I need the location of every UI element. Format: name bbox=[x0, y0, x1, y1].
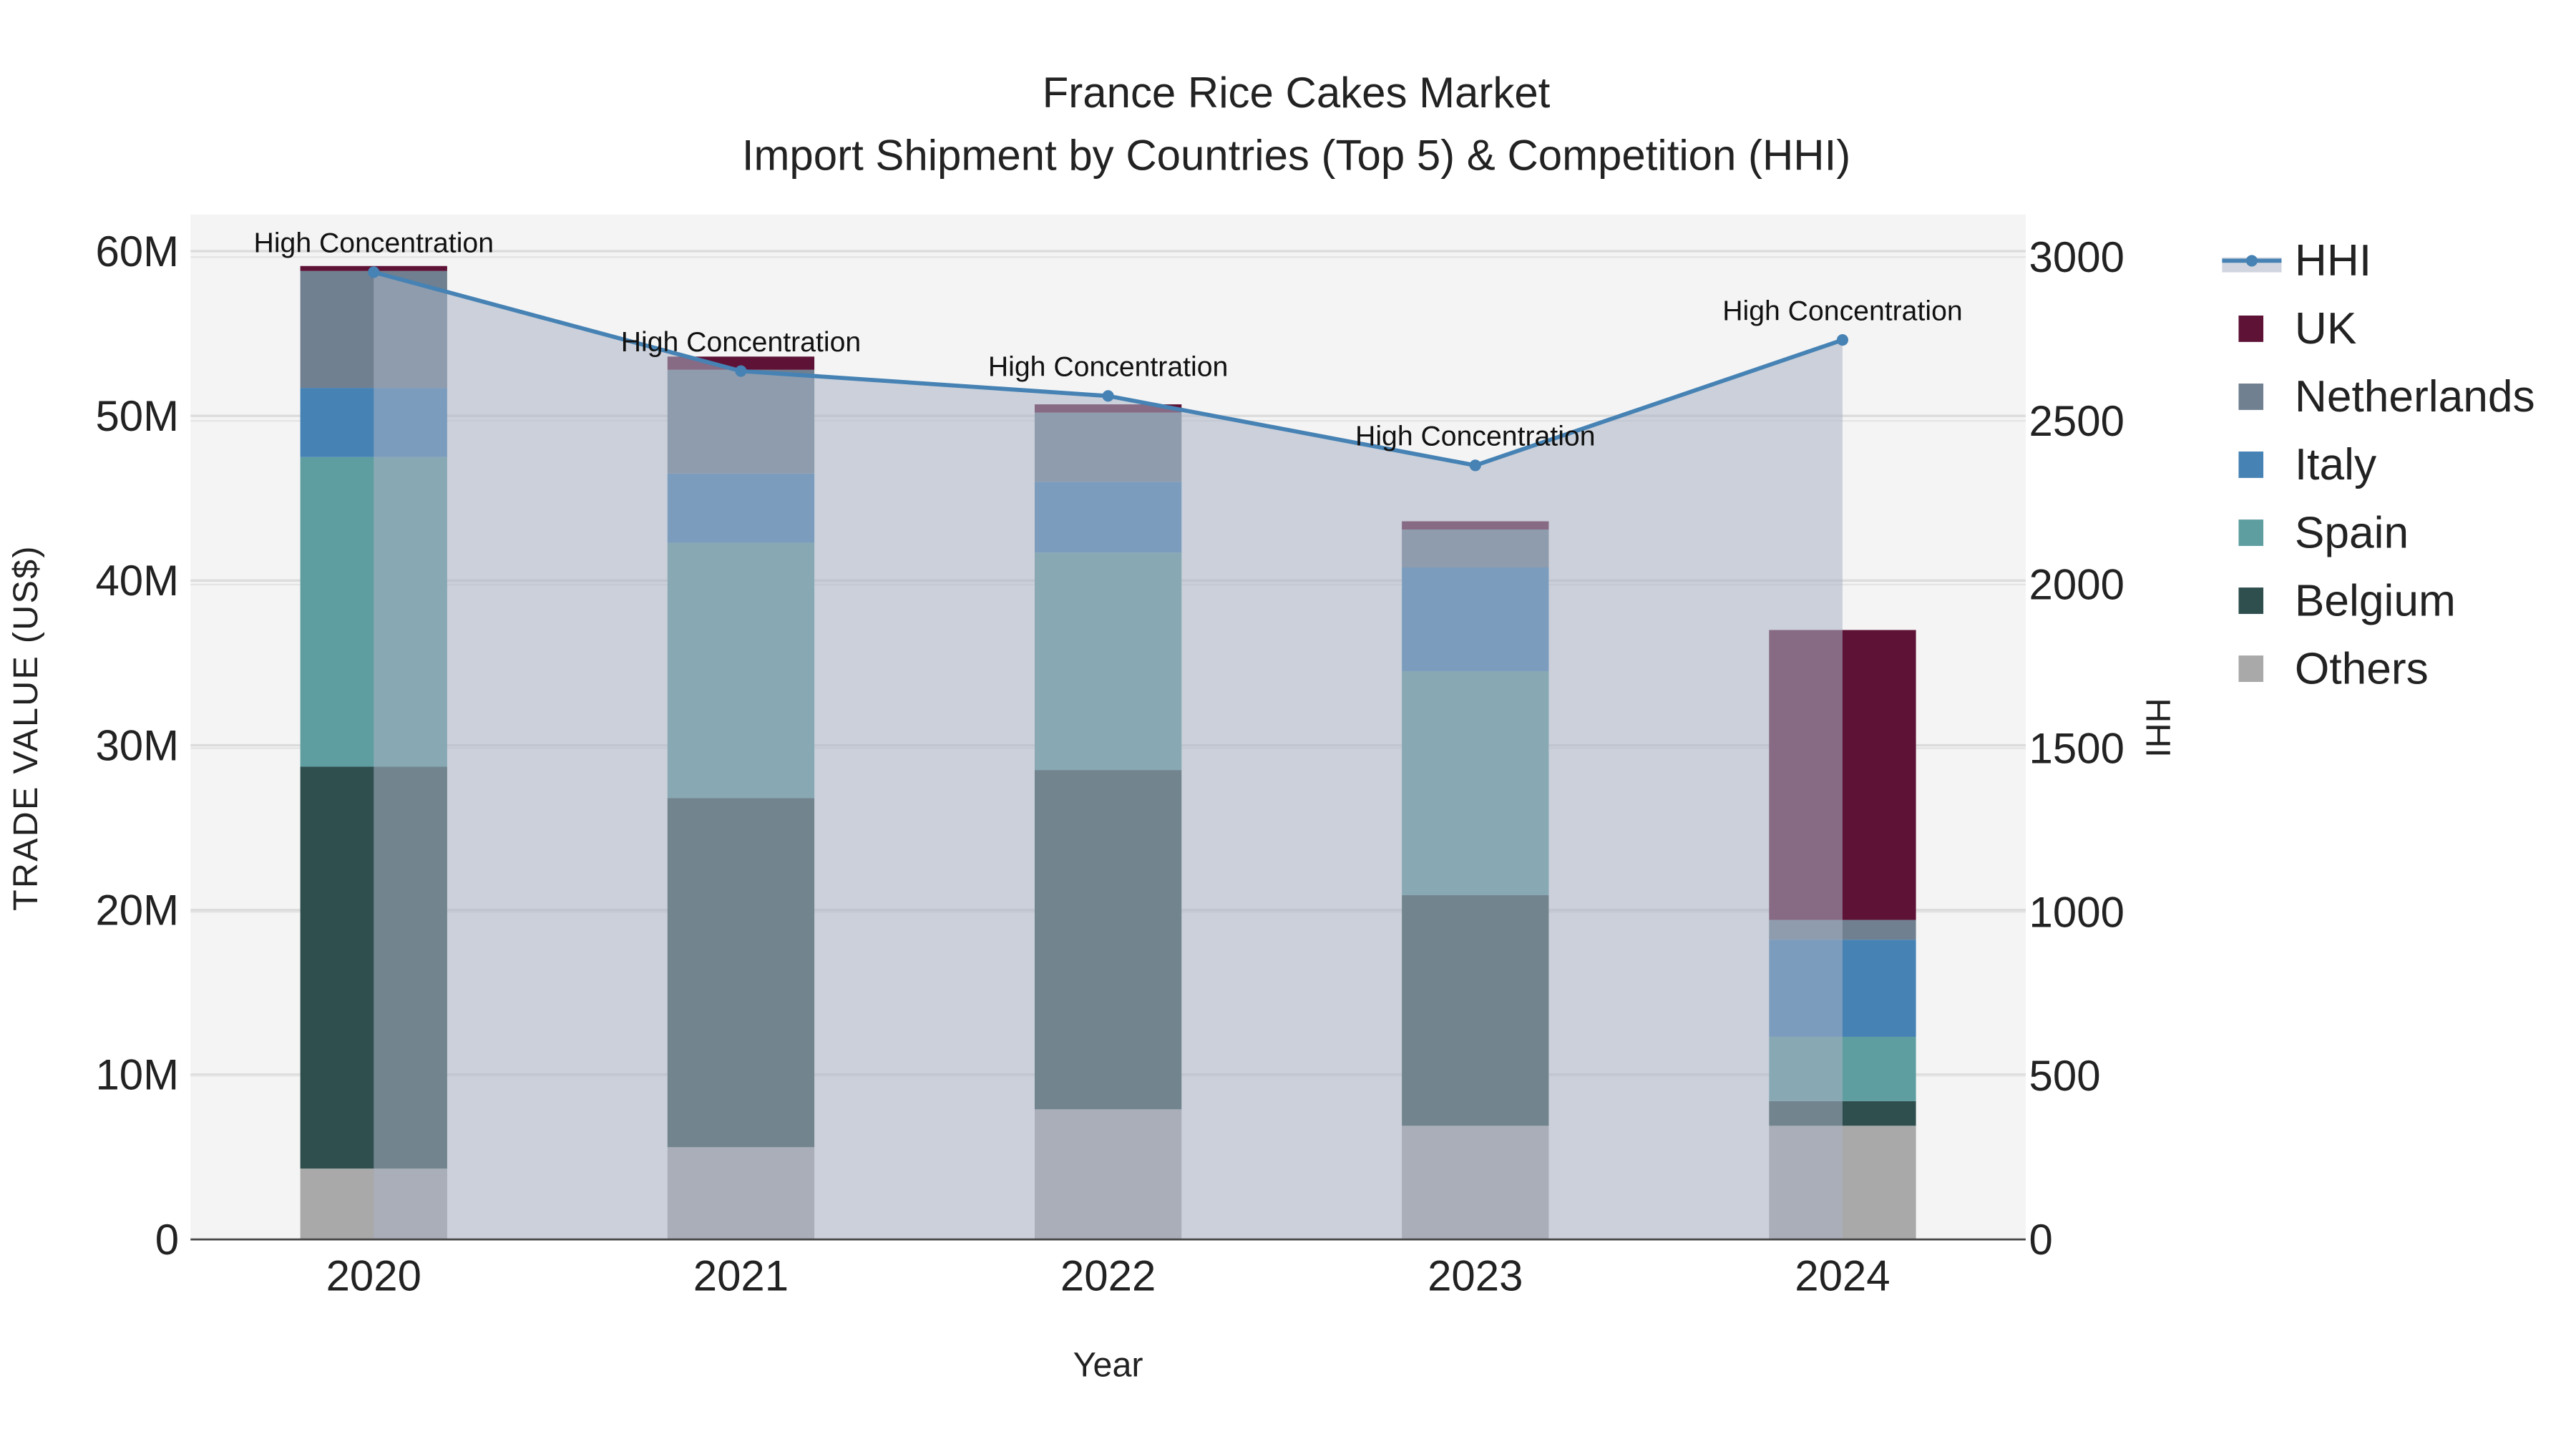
legend-item-spain[interactable]: Spain bbox=[2238, 508, 2409, 557]
hhi-point-2020[interactable] bbox=[368, 266, 380, 278]
y-tick-label: 10M bbox=[95, 1051, 179, 1099]
hhi-point-2021[interactable] bbox=[735, 365, 747, 377]
legend-label: Others bbox=[2295, 644, 2429, 693]
y2-tick-label: 3000 bbox=[2029, 233, 2124, 281]
y-tick-label: 40M bbox=[95, 557, 179, 605]
legend-item-italy[interactable]: Italy bbox=[2238, 440, 2377, 489]
y2-tick-label: 0 bbox=[2029, 1216, 2053, 1264]
legend-swatch bbox=[2238, 315, 2264, 342]
y2-tick-label: 2500 bbox=[2029, 397, 2124, 445]
legend-item-belgium[interactable]: Belgium bbox=[2238, 576, 2456, 625]
legend-swatch bbox=[2238, 452, 2264, 478]
legend-swatch bbox=[2238, 587, 2264, 614]
y2-axis-label: HHI bbox=[2138, 698, 2177, 757]
legend-swatch bbox=[2238, 655, 2264, 682]
legend-swatch bbox=[2238, 384, 2264, 410]
hhi-point-2024[interactable] bbox=[1836, 334, 1849, 346]
hhi-point-2023[interactable] bbox=[1469, 459, 1481, 472]
legend-swatch bbox=[2238, 519, 2264, 546]
legend-item-netherlands[interactable]: Netherlands bbox=[2238, 372, 2535, 421]
x-tick-label: 2020 bbox=[326, 1252, 421, 1300]
y2-tick-label: 1500 bbox=[2029, 724, 2124, 772]
y-tick-label: 0 bbox=[155, 1216, 179, 1264]
legend-label: UK bbox=[2295, 304, 2357, 353]
legend-label: Belgium bbox=[2295, 576, 2456, 625]
hhi-annotation: High Concentration bbox=[988, 352, 1228, 383]
y-tick-label: 60M bbox=[95, 228, 179, 275]
hhi-annotation: High Concentration bbox=[1355, 421, 1595, 452]
y2-tick-label: 2000 bbox=[2029, 561, 2124, 609]
y2-tick-label: 500 bbox=[2029, 1052, 2101, 1100]
x-tick-label: 2022 bbox=[1060, 1252, 1156, 1300]
chart-title: France Rice Cakes Market bbox=[1043, 69, 1551, 117]
hhi-annotation: High Concentration bbox=[1722, 296, 1962, 326]
chart-subtitle: Import Shipment by Countries (Top 5) & C… bbox=[742, 132, 1850, 180]
legend-label: Italy bbox=[2295, 440, 2377, 489]
y-axis-label: TRADE VALUE (US$) bbox=[6, 545, 45, 911]
legend-marker bbox=[2245, 255, 2258, 267]
x-axis-label: Year bbox=[1073, 1346, 1143, 1385]
hhi-area bbox=[374, 272, 1843, 1240]
legend-item-hhi[interactable]: HHI bbox=[2222, 236, 2371, 286]
legend-label: Spain bbox=[2295, 508, 2409, 557]
legend-label: Netherlands bbox=[2295, 372, 2535, 421]
y-tick-label: 30M bbox=[95, 721, 179, 769]
hhi-annotation: High Concentration bbox=[254, 228, 494, 259]
x-tick-label: 2021 bbox=[693, 1252, 789, 1300]
legend-item-uk[interactable]: UK bbox=[2238, 304, 2356, 353]
y-tick-label: 20M bbox=[95, 886, 179, 934]
y2-tick-label: 1000 bbox=[2029, 888, 2124, 936]
legend-label: HHI bbox=[2295, 236, 2371, 286]
x-tick-label: 2023 bbox=[1428, 1252, 1523, 1300]
y-tick-label: 50M bbox=[95, 392, 179, 440]
hhi-annotation: High Concentration bbox=[621, 327, 861, 358]
legend-item-others[interactable]: Others bbox=[2238, 644, 2429, 693]
hhi-point-2022[interactable] bbox=[1102, 390, 1114, 402]
x-tick-label: 2024 bbox=[1795, 1252, 1890, 1300]
